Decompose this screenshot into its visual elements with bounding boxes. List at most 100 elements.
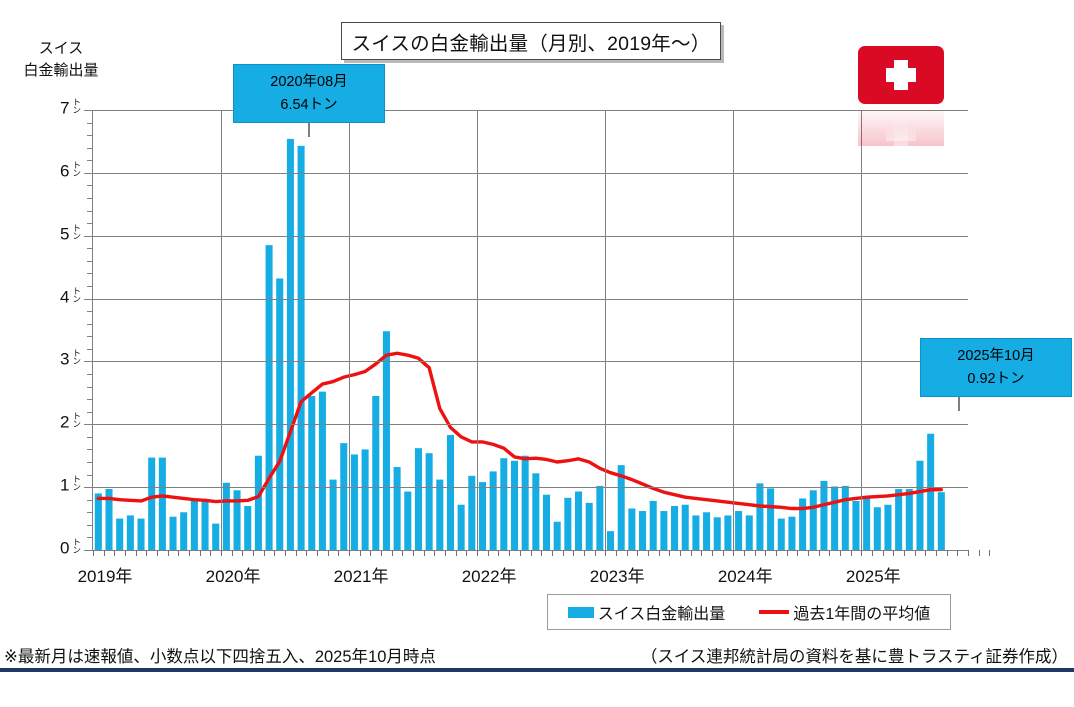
bar [884,504,892,550]
bar [788,516,796,550]
bar [318,391,326,550]
y-axis-tick [84,424,93,426]
y-gridline [93,235,968,237]
bar [756,483,764,550]
swiss-flag-icon [857,46,945,163]
bar [468,475,476,550]
year-gridline [349,110,351,550]
bar [692,515,700,550]
x-axis-tick [135,550,137,556]
x-axis-tick [775,550,777,556]
x-axis-year-label: 2025年 [845,567,901,586]
y-gridline [93,298,968,300]
x-axis-tick [839,550,841,556]
bar [542,494,551,550]
y-axis-minor-tick [87,374,93,375]
y-axis-title-line-2: 白金輸出量 [23,61,99,79]
y-axis-minor-tick [87,135,93,137]
x-axis-tick [882,550,884,556]
bar [671,506,679,550]
x-axis-tick [807,550,809,556]
x-axis-tick [509,550,511,556]
x-axis-tick [487,550,489,556]
year-gridline [221,110,223,550]
y-axis-minor-tick [87,147,93,149]
x-axis-tick [498,550,500,556]
series-layer [94,138,945,550]
bar [478,482,486,550]
y-gridline [93,487,968,489]
bar [681,504,689,550]
x-axis-year-label: 2024年 [717,567,773,586]
bar [628,508,636,550]
x-axis-tick [690,550,692,556]
legend-line-swatch-icon [759,610,790,614]
x-axis-tick [413,550,415,556]
x-axis-tick [210,550,212,556]
bar [713,517,721,550]
x-axis-tick [402,550,404,556]
x-axis-tick [349,550,351,556]
x-axis-tick [573,550,575,556]
bar [329,479,337,550]
peak-callout: 2020年08月 6.54トン [233,64,385,123]
x-axis-tick [765,550,767,556]
x-axis-tick [391,550,393,556]
bar [863,497,871,550]
x-axis-tick [466,550,468,556]
bar [169,516,177,550]
bar [916,460,924,550]
bar-series [94,138,945,550]
x-axis-tick [253,550,255,556]
x-axis-tick [583,550,585,556]
bar [489,471,497,550]
y-axis-minor-tick [87,210,93,212]
bar [500,458,508,550]
x-axis-tick [818,550,820,556]
x-axis-tick [231,550,233,556]
x-axis-tick [594,550,596,556]
plot-area: 0 トン 1 トン 2 トン 3 トン 4 トン 5 トン 6 トン 7 トン 2019年 2020年 2021年 2… [60,98,991,586]
year-gridline [733,110,735,550]
y-axis-tick [84,110,93,111]
bar [414,448,422,550]
y-axis-minor-tick [87,348,93,350]
bar [553,521,561,550]
bar [575,491,583,550]
x-axis-tick [306,550,308,556]
bar [745,515,753,550]
bar [233,490,241,550]
year-gridline [477,110,479,550]
bar [735,511,743,550]
x-axis-tick [157,550,159,556]
x-axis-tick [647,550,649,556]
bar [905,489,913,550]
x-axis-tick [477,550,479,556]
footer-note-left: ※最新月は速報値、小数点以下四捨五入、2025年10月時点 [4,648,436,666]
x-axis-tick [786,550,788,556]
legend-item-line: 過去1年間の平均値 [759,600,930,624]
bar [895,489,903,550]
x-axis-tick [285,550,287,556]
bar [799,498,807,550]
x-axis-tick [754,550,756,556]
y-axis-minor-tick [87,537,93,539]
bar [158,457,166,550]
bar [639,511,647,550]
bar [457,504,465,550]
bar [446,434,454,550]
y-axis-minor-tick [87,273,93,275]
bar [927,433,935,550]
bar [436,479,444,550]
chart-legend: スイス白金輸出量 過去1年間の平均値 [547,594,951,630]
x-axis-tick [551,550,553,556]
page-title: スイスの白金輸出量（月別、2019年～） [341,22,721,60]
y-axis-tick [84,172,93,174]
x-axis-tick [829,550,831,556]
bar [254,455,262,550]
y-axis-minor-tick [87,260,93,262]
bar [265,245,273,550]
x-axis-tick [797,550,799,556]
